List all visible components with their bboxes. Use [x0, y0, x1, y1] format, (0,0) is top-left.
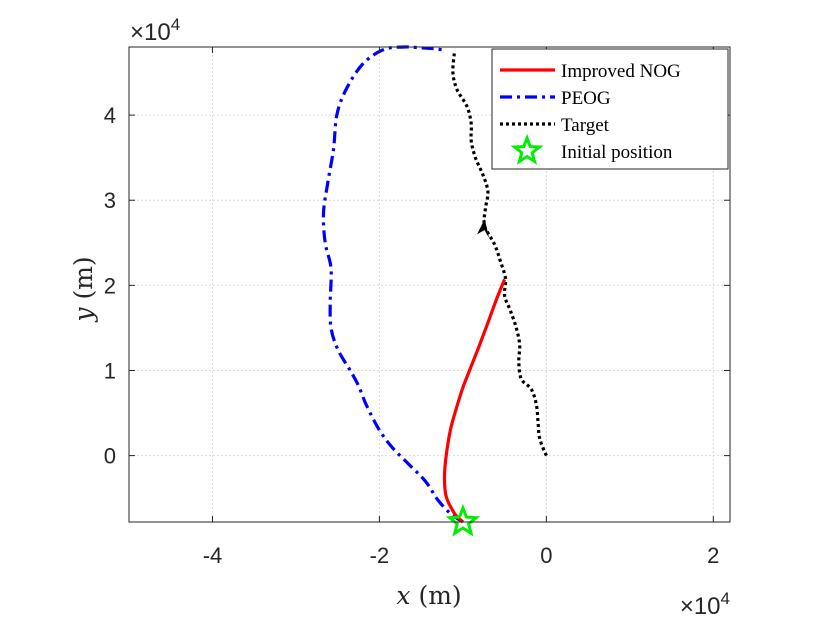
x-multiplier: ×104 [680, 589, 730, 620]
series-line-peog [321, 45, 464, 524]
series-layer [321, 45, 548, 537]
x-tick-label: 2 [707, 543, 719, 568]
legend-label-peog: PEOG [561, 88, 611, 109]
legend-label-target: Target [561, 115, 610, 136]
series-line-improved-nog [442, 278, 507, 524]
tick-labels: -4 -2 0 2 0 1 2 3 4 [104, 103, 720, 568]
y-axis-label: y(m) [69, 256, 98, 322]
legend-star-icon [510, 133, 544, 165]
target-arrowhead [476, 219, 489, 237]
y-tick-label: 4 [104, 103, 116, 128]
x-axis-label: x (m) [396, 581, 461, 610]
y-tick-label: 2 [104, 273, 116, 298]
series-line-target [451, 51, 548, 457]
grid-lines [129, 47, 730, 522]
legend-label-improved-nog: Improved NOG [561, 61, 681, 82]
y-tick-label: 1 [104, 358, 116, 383]
legend-label-initial-position: Initial position [561, 142, 673, 163]
plot-frame [128, 46, 731, 523]
y-multiplier: ×104 [130, 15, 180, 46]
y-tick-label: 0 [104, 444, 116, 469]
x-tick-label: -4 [203, 543, 223, 568]
initial-position-star-icon [445, 503, 481, 537]
x-tick-label: -2 [370, 543, 390, 568]
y-tick-label: 3 [104, 188, 116, 213]
x-tick-label: 0 [540, 543, 552, 568]
legend: Improved NOG PEOG Target Initial positio… [491, 48, 729, 170]
